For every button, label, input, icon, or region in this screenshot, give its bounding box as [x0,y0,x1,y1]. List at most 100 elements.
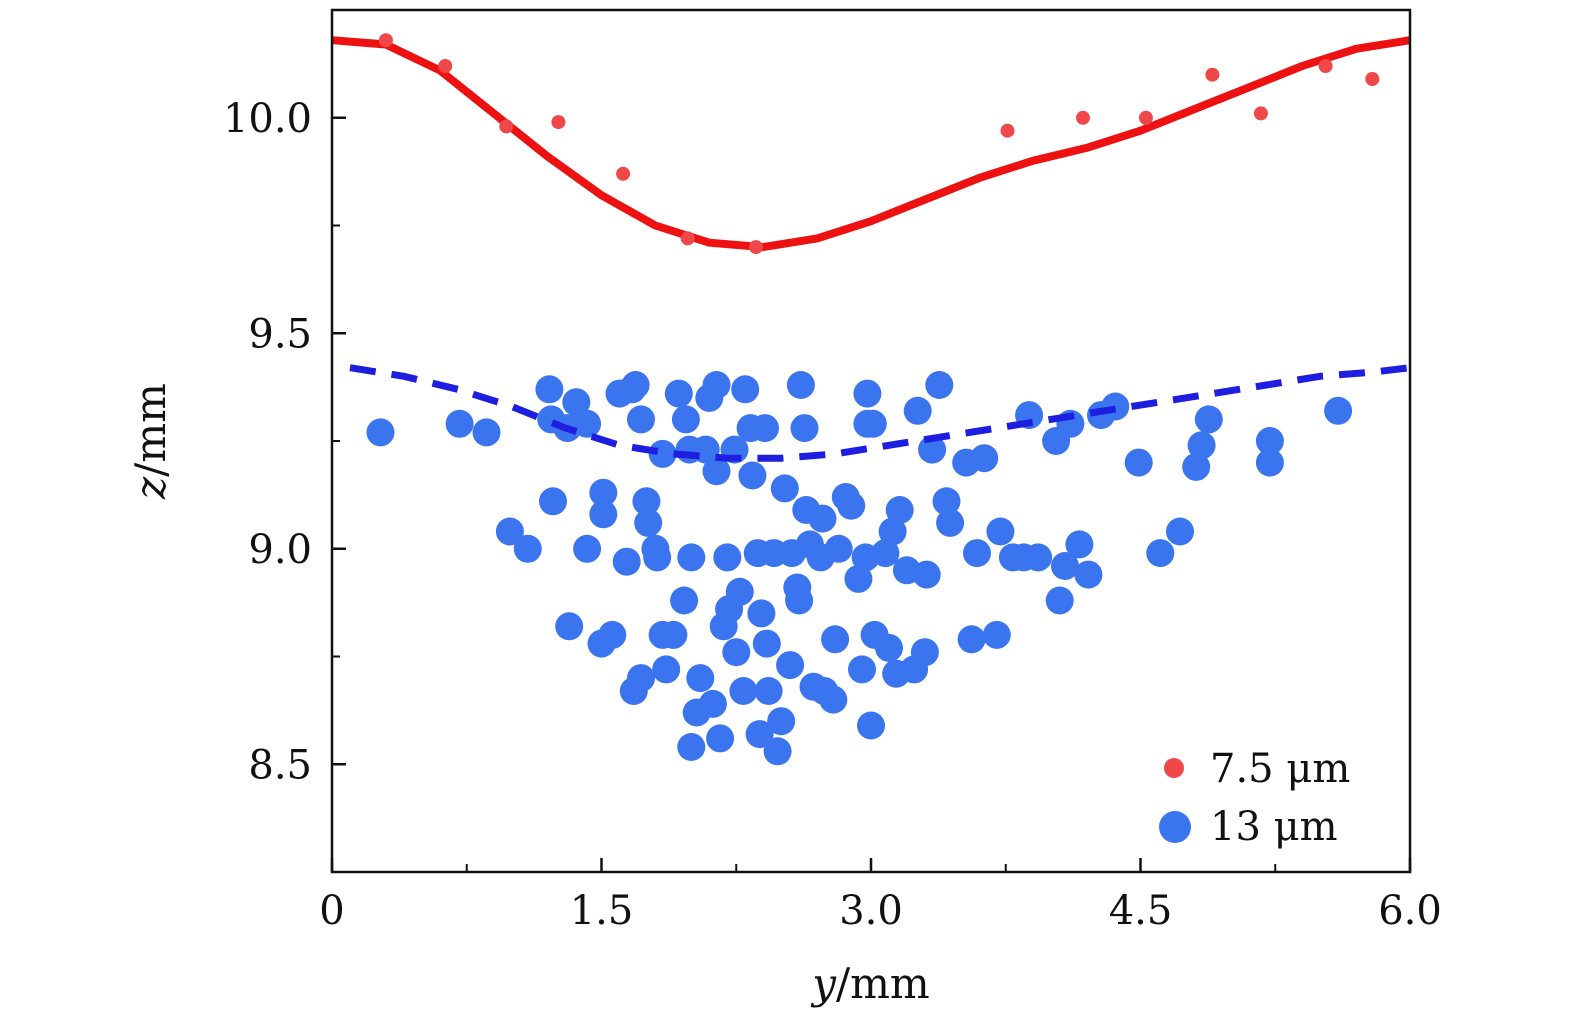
plot-area [331,33,1411,766]
point-13um-109 [982,620,1011,649]
point-13um-84 [848,655,876,684]
point-13um-63 [763,737,792,766]
point-13um-20 [621,371,650,399]
x-axis-title: y/mm [810,959,930,1008]
point-13um-37 [677,543,706,572]
x-tick-label-3: 4.5 [1109,888,1173,934]
point-13um-122 [1101,392,1130,421]
point-13um-106 [957,625,986,654]
point-13um-127 [1187,431,1216,460]
point-13um-83 [844,564,873,593]
point-13um-69 [785,586,814,615]
point-13um-36 [677,733,706,761]
point-7p5um-7 [1000,123,1015,138]
point-13um-82 [837,491,866,520]
point-13um-9 [555,612,584,641]
point-13um-22 [632,487,661,516]
point-13um-58 [747,599,776,628]
point-13um-104 [936,508,965,537]
point-13um-99 [910,638,939,667]
point-13um-131 [1324,396,1353,425]
legend-marker-13um [1159,811,1191,843]
point-13um-128 [1194,405,1223,434]
point-13um-88 [857,711,885,740]
point-13um-34 [671,405,700,434]
point-13um-3 [495,517,524,546]
point-7p5um-0 [378,33,393,48]
point-13um-45 [706,724,735,753]
point-13um-33 [670,586,699,615]
point-7p5um-13 [1365,72,1380,86]
point-13um-92 [875,633,903,662]
point-13um-120 [1074,560,1103,589]
legend-marker-7p5um [1164,758,1184,778]
point-13um-23 [634,508,663,537]
point-13um-103 [932,487,961,516]
point-7p5um-9 [1138,110,1153,125]
point-13um-18 [612,547,641,576]
point-13um-65 [770,474,799,503]
point-13um-116 [1045,586,1074,615]
point-13um-0 [366,418,395,447]
point-13um-14 [589,478,618,507]
point-13um-50 [722,638,751,667]
point-13um-60 [752,629,781,658]
point-13um-117 [1051,552,1079,580]
point-13um-123 [1124,448,1153,477]
point-13um-7 [539,487,567,516]
y-axis-title: z/mm [126,383,175,500]
point-13um-21 [627,405,655,434]
point-13um-98 [903,396,932,425]
point-13um-102 [925,371,954,399]
point-13um-53 [731,375,760,404]
point-7p5um-8 [1076,110,1090,125]
point-13um-55 [738,461,767,490]
point-13um-1 [445,409,474,438]
point-13um-57 [745,720,774,749]
point-13um-85 [853,379,882,408]
point-13um-27 [643,543,672,572]
point-13um-70 [786,371,815,399]
point-13um-25 [627,664,655,693]
point-13um-91 [871,539,900,568]
legend-label-7p5um: 7.5 μm [1210,746,1350,792]
point-13um-12 [573,534,602,563]
point-13um-124 [1146,539,1175,568]
point-13um-47 [713,543,742,572]
x-tick-label-2: 3.0 [839,888,903,934]
point-13um-2 [472,418,501,447]
legend: 7.5 μm 13 μm [1159,746,1350,850]
point-13um-76 [808,504,837,533]
point-13um-44 [702,371,731,399]
point-13um-39 [686,664,715,693]
point-13um-110 [986,517,1015,546]
point-13um-80 [824,534,853,563]
point-7p5um-10 [1205,67,1220,82]
y-tick-label-1: 9.0 [248,527,312,573]
x-tick-label-1: 1.5 [570,888,634,934]
point-13um-107 [963,539,991,568]
point-13um-71 [790,414,819,443]
fit-line-7p5um [331,36,1411,252]
point-13um-30 [652,655,681,684]
point-13um-51 [725,577,754,606]
point-13um-66 [776,651,805,680]
point-13um-32 [664,379,693,408]
y-tick-label-3: 10.0 [223,96,312,142]
x-tick-label-4: 6.0 [1378,888,1442,934]
point-13um-16 [598,620,627,649]
point-13um-93 [878,517,907,546]
fit-line-13um [349,364,1411,462]
point-13um-61 [754,677,783,705]
point-7p5um-12 [1318,59,1333,73]
point-13um-42 [698,689,727,718]
axes: 0 1.5 3.0 4.5 6.0 8.5 9.0 9.5 10.0 [223,96,1442,934]
point-13um-4 [513,534,542,563]
point-13um-95 [885,496,914,524]
point-7p5um-3 [551,115,566,130]
point-7p5um-11 [1253,106,1268,121]
point-13um-11 [573,409,602,438]
point-13um-100 [912,560,941,589]
point-7p5um-6 [749,240,763,255]
